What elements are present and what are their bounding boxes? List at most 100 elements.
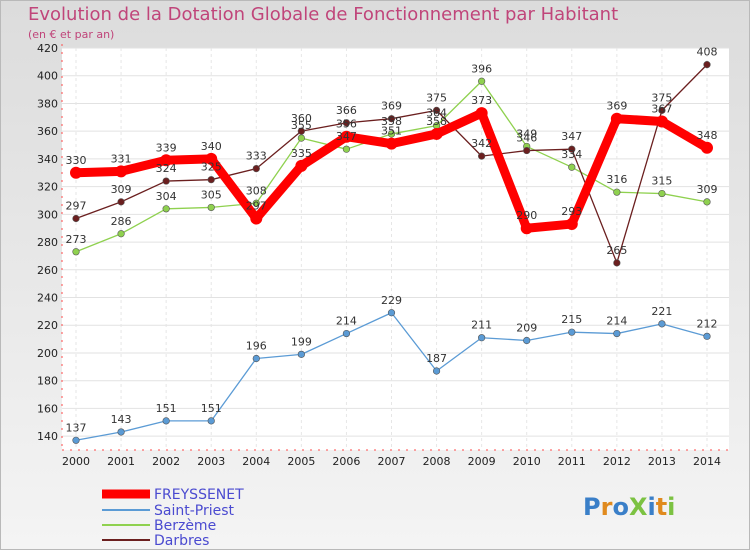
data-point: [162, 177, 170, 185]
data-point: [72, 214, 80, 223]
data-label: 273: [66, 233, 87, 246]
data-label: 373: [471, 94, 492, 107]
y-tick-label: 140: [37, 430, 58, 443]
chart-subtitle: (en € et par an): [28, 28, 115, 41]
y-tick-label: 160: [37, 402, 58, 415]
data-point: [430, 127, 443, 140]
data-label: 342: [471, 137, 492, 150]
data-label: 367: [651, 102, 672, 115]
data-label: 199: [291, 335, 312, 348]
data-point: [70, 166, 82, 179]
data-point: [297, 134, 305, 142]
x-tick-label: 2005: [287, 455, 315, 468]
data-point: [340, 130, 353, 143]
data-point: [160, 154, 173, 167]
y-tick-label: 420: [37, 42, 58, 55]
data-label: 309: [697, 183, 718, 196]
data-label: 143: [111, 413, 132, 426]
data-label: 396: [471, 62, 492, 75]
data-point: [72, 436, 80, 444]
data-point: [523, 336, 531, 345]
data-label: 211: [471, 319, 492, 332]
data-point: [568, 163, 576, 171]
data-point: [520, 222, 533, 235]
x-tick-label: 2006: [332, 455, 360, 468]
data-label: 215: [561, 313, 582, 326]
data-point: [295, 159, 308, 172]
data-label: 369: [606, 100, 627, 113]
data-label: 293: [561, 205, 582, 218]
data-point: [387, 309, 396, 317]
y-tick-label: 300: [37, 208, 58, 221]
data-label: 408: [697, 46, 718, 59]
data-point: [703, 198, 711, 206]
x-tick-label: 2001: [107, 455, 135, 468]
x-tick-label: 2011: [558, 455, 586, 468]
data-point: [432, 106, 441, 114]
data-point: [478, 334, 486, 342]
data-point: [297, 127, 305, 135]
data-point: [703, 332, 711, 340]
data-label: 214: [336, 315, 357, 328]
data-label: 375: [651, 91, 672, 104]
x-tick-label: 2012: [603, 455, 631, 468]
data-point: [72, 248, 80, 256]
data-point: [387, 130, 396, 138]
data-point: [162, 417, 170, 425]
data-point: [610, 112, 623, 125]
data-label: 212: [697, 317, 718, 330]
proxiti-logo: ProXiti: [583, 493, 675, 521]
y-tick-label: 380: [37, 97, 58, 110]
x-tick-label: 2004: [242, 455, 270, 468]
data-point: [250, 212, 263, 225]
data-point: [613, 259, 621, 267]
data-point: [478, 152, 486, 160]
data-label: 196: [246, 340, 267, 353]
data-point: [613, 329, 621, 338]
x-tick-label: 2008: [423, 455, 451, 468]
data-point: [207, 176, 215, 184]
y-tick-label: 220: [37, 319, 58, 332]
data-label: 366: [336, 104, 357, 117]
legend-label: FREYSSENET: [154, 487, 244, 503]
y-tick-label: 320: [37, 181, 58, 194]
x-tick-label: 2003: [197, 455, 225, 468]
data-label: 334: [561, 148, 582, 161]
data-label: 339: [156, 141, 177, 154]
data-point: [523, 146, 531, 155]
data-label: 221: [651, 305, 672, 318]
data-label: 335: [291, 147, 312, 160]
data-point: [252, 165, 260, 173]
data-label: 358: [426, 115, 447, 128]
data-label: 360: [291, 112, 312, 125]
data-point: [252, 199, 260, 207]
data-label: 375: [426, 91, 447, 104]
data-label: 265: [606, 244, 627, 257]
data-point: [475, 107, 488, 120]
y-tick-label: 360: [37, 125, 58, 138]
data-label: 356: [336, 118, 357, 131]
data-point: [252, 354, 260, 363]
data-point: [655, 115, 668, 128]
data-label: 290: [516, 209, 537, 222]
y-tick-label: 260: [37, 264, 58, 277]
y-tick-label: 280: [37, 236, 58, 249]
data-label: 333: [246, 150, 267, 163]
data-label: 348: [697, 129, 718, 142]
x-tick-label: 2002: [152, 455, 180, 468]
legend-label: Berzème: [154, 518, 216, 534]
data-label: 229: [381, 294, 402, 307]
x-tick-label: 2013: [648, 455, 676, 468]
data-point: [658, 106, 666, 114]
data-point: [342, 329, 351, 338]
data-label: 330: [66, 154, 87, 167]
data-label: 214: [606, 315, 627, 328]
data-label: 309: [111, 183, 132, 196]
data-point: [658, 320, 666, 328]
data-point: [117, 428, 125, 436]
data-point: [703, 61, 711, 69]
chart-title: Evolution de la Dotation Globale de Fonc…: [28, 4, 619, 25]
x-tick-label: 2014: [693, 455, 721, 468]
data-label: 297: [66, 200, 87, 213]
